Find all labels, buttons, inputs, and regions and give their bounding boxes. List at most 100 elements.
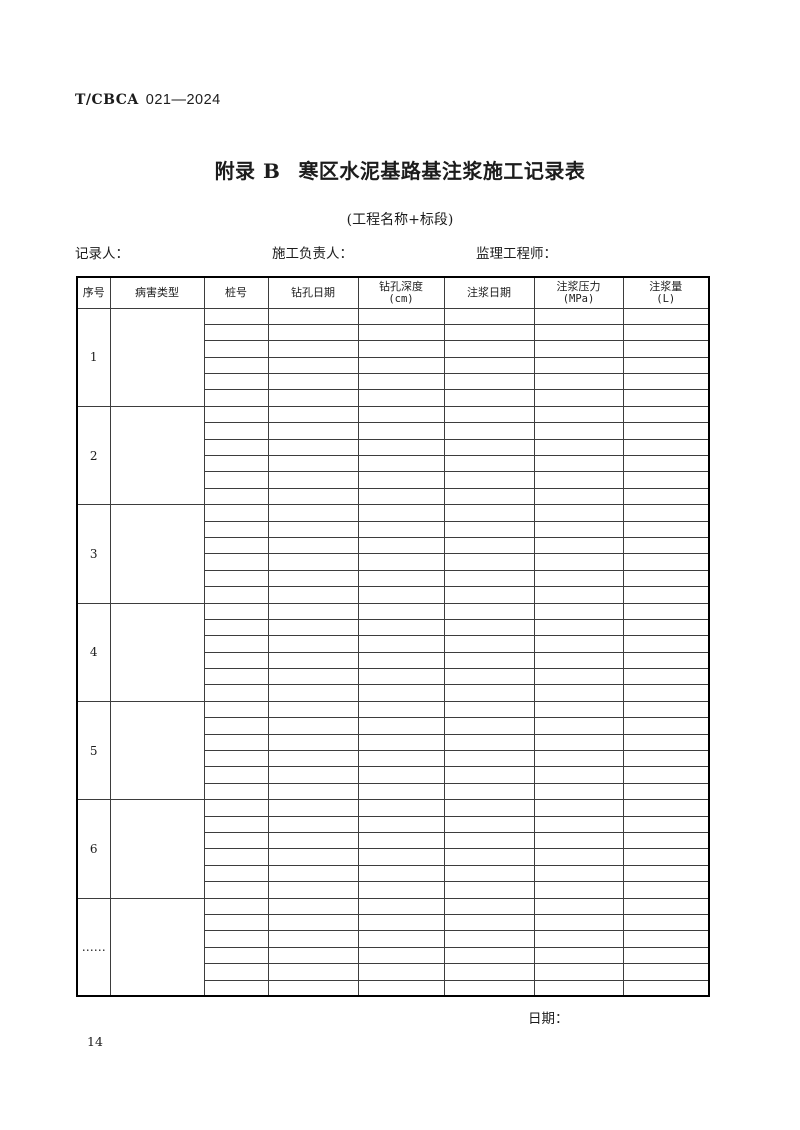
table-cell [443, 963, 535, 981]
table-cell [203, 635, 269, 653]
table-cell [443, 831, 535, 850]
recorder-label: 记录人： [75, 246, 129, 262]
column-header-label: 注浆压力 [556, 279, 601, 293]
table-cell [533, 881, 624, 899]
table-cell [357, 487, 445, 506]
table-cell [267, 455, 359, 473]
table-cell [533, 586, 624, 604]
table-cell [267, 913, 359, 932]
table-cell [533, 635, 624, 653]
table-cell [443, 651, 535, 670]
table-cell [267, 668, 359, 686]
table-cell [267, 979, 359, 997]
table-cell [622, 586, 710, 604]
table-cell [533, 471, 624, 489]
table-cell [533, 831, 624, 850]
table-cell [533, 422, 624, 440]
table-cell [203, 471, 269, 489]
table-cell [357, 864, 445, 883]
table-cell [357, 536, 445, 555]
table-cell [533, 799, 624, 817]
table-cell [533, 782, 624, 801]
table-cell [267, 815, 359, 834]
group-seq-cell: 6 [76, 799, 111, 899]
table-cell [357, 733, 445, 752]
table-cell [443, 766, 535, 784]
table-cell [267, 766, 359, 784]
table-cell [443, 340, 535, 358]
table-cell [267, 930, 359, 948]
table-cell [357, 373, 445, 391]
column-header-label: 桩号 [225, 286, 247, 300]
table-cell [443, 520, 535, 538]
group-disease-type-cell [109, 897, 205, 997]
table-cell [357, 586, 445, 604]
table-cell [267, 553, 359, 571]
group-seq-cell: 1 [76, 307, 111, 407]
table-cell [203, 422, 269, 440]
table-cell [203, 897, 269, 915]
table-cell [443, 913, 535, 932]
table-cell [622, 455, 710, 473]
table-cell [357, 422, 445, 440]
table-cell [533, 569, 624, 588]
table-cell [622, 864, 710, 883]
table-cell [443, 553, 535, 571]
table-row [77, 913, 710, 932]
group-seq-cell: 3 [76, 504, 111, 604]
table-cell [267, 717, 359, 735]
table-cell [533, 946, 624, 965]
table-cell [533, 864, 624, 883]
table-cell [443, 536, 535, 555]
group-disease-type-cell [109, 405, 205, 506]
table-cell [267, 504, 359, 522]
table-cell [203, 569, 269, 588]
table-cell [533, 651, 624, 670]
table-cell [533, 668, 624, 686]
table-cell [622, 848, 710, 866]
table-cell [203, 930, 269, 948]
table-cell [622, 635, 710, 653]
table-cell [622, 602, 710, 620]
column-header-label: 钻孔深度 [379, 279, 423, 293]
table-cell [203, 733, 269, 752]
table-cell [443, 864, 535, 883]
grouting-record-table: 序号 病害类型 桩号 钻孔日期 钻孔深度 (cm) 注浆日期 注浆压力 (MPa) 注浆量 (L) 1… [76, 276, 710, 998]
table-cell [622, 340, 710, 358]
group-disease-type-cell [109, 307, 205, 407]
table-cell [267, 569, 359, 588]
doc-number-prefix: T/CBCA [75, 92, 139, 108]
table-cell [267, 618, 359, 637]
table-cell [443, 586, 535, 604]
table-cell [533, 684, 624, 702]
column-header-unit: (MPa) [562, 293, 595, 306]
table-cell [533, 897, 624, 915]
table-cell [267, 750, 359, 768]
table-cell [267, 831, 359, 850]
table-cell [267, 864, 359, 883]
table-cell [203, 389, 269, 407]
group-disease-type-cell [109, 504, 205, 604]
table-cell [622, 733, 710, 752]
table-cell [357, 799, 445, 817]
table-cell [203, 799, 269, 817]
group-seq-cell: 5 [76, 700, 111, 801]
table-cell [622, 389, 710, 407]
table-cell [357, 405, 445, 424]
table-cell [203, 963, 269, 981]
table-cell [622, 684, 710, 702]
doc-number: T/CBCA 021—2024 [75, 92, 221, 108]
table-cell [622, 946, 710, 965]
table-cell [622, 618, 710, 637]
table-cell [357, 881, 445, 899]
table-cell [443, 717, 535, 735]
table-cell [443, 684, 535, 702]
table-cell [443, 635, 535, 653]
table-cell [267, 651, 359, 670]
table-cell [267, 340, 359, 358]
group-seq-cell: 4 [76, 602, 111, 702]
table-cell [267, 405, 359, 424]
table-cell [203, 651, 269, 670]
page-number: 14 [87, 1034, 103, 1049]
table-cell [203, 717, 269, 735]
